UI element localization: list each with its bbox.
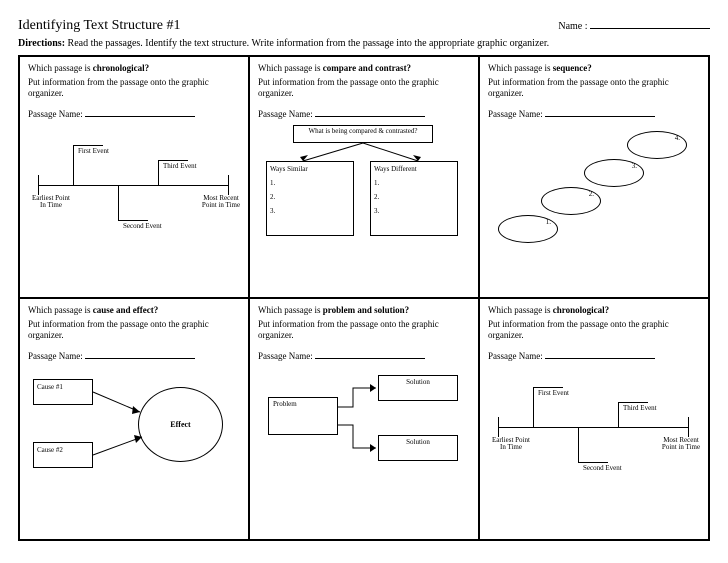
recent-label: Most Recent Point in Time [656, 437, 706, 452]
instruction: Put information from the passage onto th… [488, 77, 700, 99]
cell-compare-contrast: Which passage is compare and contrast? P… [249, 56, 479, 298]
prompt: Which passage is cause and effect? [28, 305, 240, 315]
second-event-label: Second Event [123, 223, 162, 231]
seq-step-1[interactable]: 1. [498, 215, 558, 243]
instruction: Put information from the passage onto th… [28, 77, 240, 99]
name-field: Name : [558, 19, 710, 32]
recent-label: Most Recent Point in Time [196, 195, 246, 210]
prompt: Which passage is problem and solution? [258, 305, 470, 315]
timeline-diagram: First Event Third Event Second Event Ear… [488, 367, 700, 487]
passage-name-line: Passage Name: [28, 351, 240, 361]
instruction: Put information from the passage onto th… [258, 319, 470, 341]
passage-name-blank[interactable] [545, 109, 655, 117]
seq-step-4[interactable]: 4. [627, 131, 687, 159]
directions-text: Read the passages. Identify the text str… [68, 38, 550, 49]
similar-box[interactable]: Ways Similar 1. 2. 3. [266, 161, 354, 236]
first-event-label: First Event [78, 148, 109, 156]
seq-step-2[interactable]: 2. [541, 187, 601, 215]
worksheet-grid: Which passage is chronological? Put info… [18, 55, 710, 541]
prompt: Which passage is chronological? [488, 305, 700, 315]
passage-name-blank[interactable] [315, 109, 425, 117]
problem-solution-diagram: Problem Solution Solution [258, 367, 470, 487]
different-box[interactable]: Ways Different 1. 2. 3. [370, 161, 458, 236]
directions-label: Directions: [18, 38, 65, 49]
timeline-axis [498, 427, 688, 428]
cell-cause-effect: Which passage is cause and effect? Put i… [19, 298, 249, 540]
instruction: Put information from the passage onto th… [28, 319, 240, 341]
cause-effect-diagram: Cause #1 Cause #2 Effect [28, 367, 240, 487]
cell-chronological-2: Which passage is chronological? Put info… [479, 298, 709, 540]
ps-arrows [258, 367, 468, 487]
timeline-diagram: First Event Third Event Second Event Ear… [28, 125, 240, 245]
cell-chronological-1: Which passage is chronological? Put info… [19, 56, 249, 298]
passage-name-line: Passage Name: [488, 109, 700, 119]
seq-step-3[interactable]: 3. [584, 159, 644, 187]
page-header: Identifying Text Structure #1 Name : [18, 18, 710, 34]
prompt: Which passage is sequence? [488, 63, 700, 73]
earliest-label: Earliest Point In Time [26, 195, 76, 210]
passage-name-blank[interactable] [85, 351, 195, 359]
name-blank[interactable] [590, 19, 710, 29]
cell-sequence: Which passage is sequence? Put informati… [479, 56, 709, 298]
compare-contrast-diagram: What is being compared & contrasted? Way… [258, 125, 470, 245]
instruction: Put information from the passage onto th… [258, 77, 470, 99]
timeline-axis [38, 185, 228, 186]
third-event-label: Third Event [623, 405, 657, 413]
sequence-diagram: 1. 2. 3. 4. [488, 125, 700, 245]
earliest-label: Earliest Point In Time [486, 437, 536, 452]
name-label: Name : [558, 21, 587, 32]
first-event-label: First Event [538, 390, 569, 398]
instruction: Put information from the passage onto th… [488, 319, 700, 341]
third-event-label: Third Event [163, 163, 197, 171]
prompt: Which passage is chronological? [28, 63, 240, 73]
passage-name-blank[interactable] [545, 351, 655, 359]
second-event-label: Second Event [583, 465, 622, 473]
passage-name-line: Passage Name: [488, 351, 700, 361]
prompt: Which passage is compare and contrast? [258, 63, 470, 73]
passage-name-blank[interactable] [315, 351, 425, 359]
ce-arrows [28, 367, 238, 487]
passage-name-line: Passage Name: [258, 351, 470, 361]
cell-problem-solution: Which passage is problem and solution? P… [249, 298, 479, 540]
passage-name-blank[interactable] [85, 109, 195, 117]
passage-name-line: Passage Name: [28, 109, 240, 119]
page-title: Identifying Text Structure #1 [18, 18, 180, 34]
directions: Directions: Read the passages. Identify … [18, 38, 710, 49]
passage-name-line: Passage Name: [258, 109, 470, 119]
